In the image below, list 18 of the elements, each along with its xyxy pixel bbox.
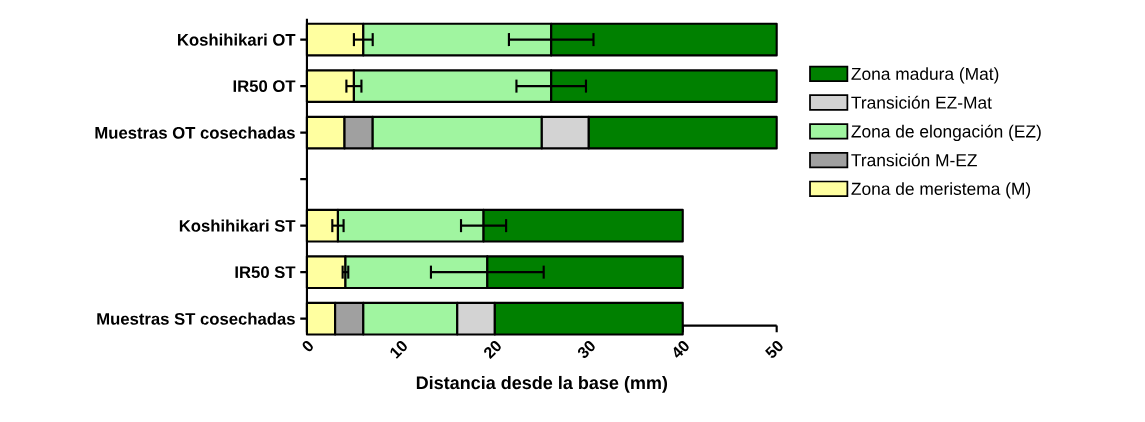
x-tick-label: 0	[302, 341, 313, 352]
y-tick-label: IR50 OT	[233, 80, 296, 93]
y-tick-label: Muestras OT cosechadas	[95, 126, 295, 139]
legend-label: Transición M-EZ	[851, 153, 977, 167]
y-tick-label: IR50 ST	[235, 266, 296, 279]
legend-label: Zona madura (Mat)	[851, 67, 999, 84]
x-tick-label: 10	[390, 341, 407, 359]
y-tick-label: Koshihikari ST	[179, 219, 296, 232]
x-axis-title: Distancia desde la base (mm)	[416, 376, 668, 393]
legend-label: Zona de elongación (EZ)	[851, 124, 1041, 142]
y-tick-label: Muestras ST cosechadas	[97, 312, 295, 325]
x-tick-label: 40	[673, 341, 689, 358]
y-tick-label: Koshihikari OT	[178, 33, 296, 46]
x-tick-label: 20	[484, 341, 501, 360]
legend-label: Zona de meristema (M)	[851, 182, 1031, 199]
x-tick-label: 30	[577, 341, 595, 359]
x-tick-label: 50	[765, 341, 783, 358]
legend-label: Transición EZ-Mat	[851, 96, 992, 109]
